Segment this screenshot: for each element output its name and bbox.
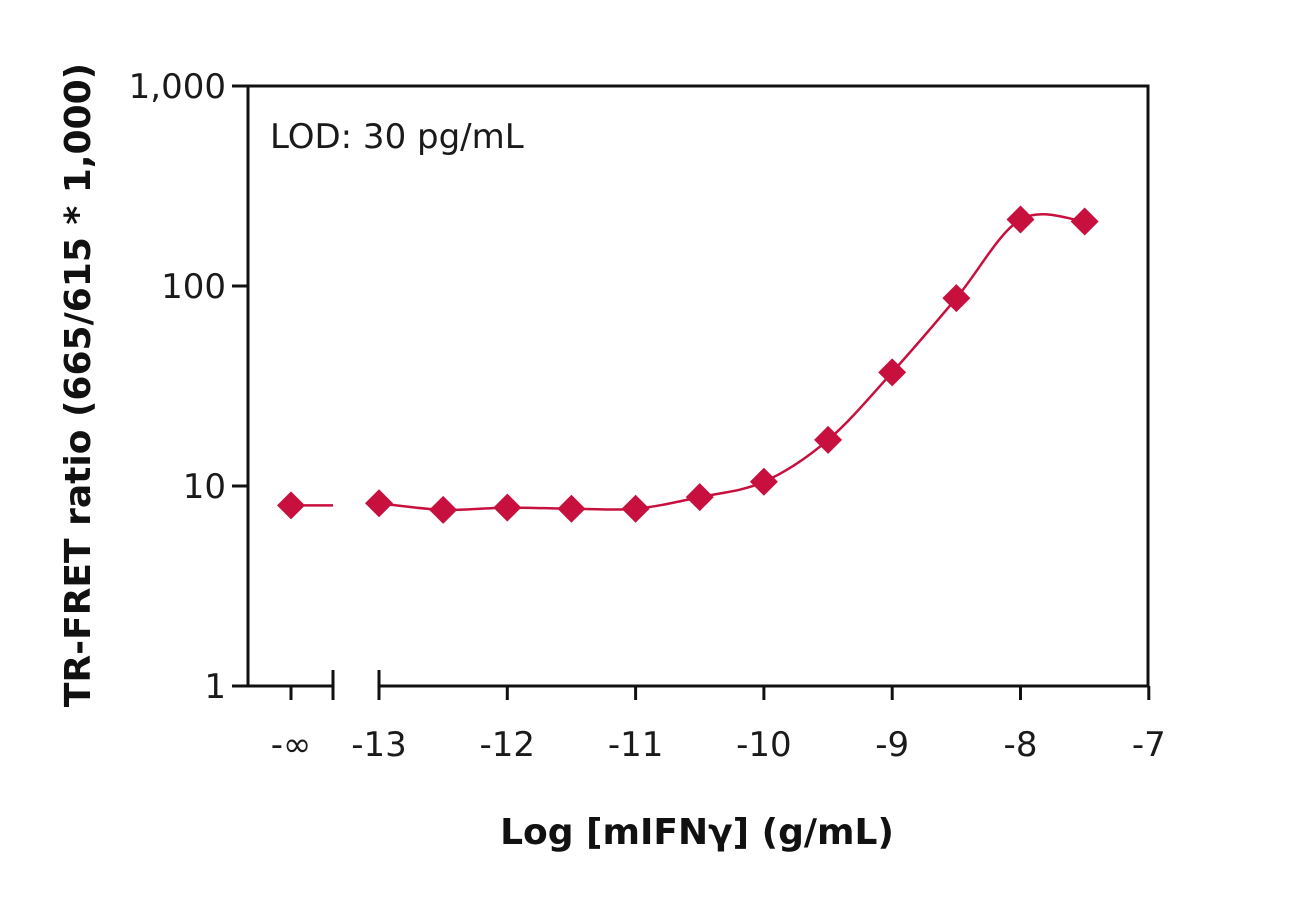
x-tick-label: -13: [351, 725, 407, 765]
fit-curve-layer: [291, 213, 1085, 512]
data-point: [749, 467, 778, 496]
x-axis-title: Log [mIFNγ] (g/mL): [500, 812, 894, 853]
x-tick-label: -11: [608, 725, 664, 765]
y-tick-label: 10: [183, 467, 226, 507]
data-point: [557, 494, 586, 523]
data-point: [1006, 205, 1035, 234]
x-tick-label: -7: [1132, 725, 1166, 765]
data-point: [429, 495, 458, 524]
x-tick-label: -10: [736, 725, 792, 765]
y-tick-label: 1: [204, 667, 226, 707]
x-tick-label: -12: [480, 725, 536, 765]
data-point: [814, 425, 843, 454]
data-point: [1070, 207, 1099, 236]
tick-labels: -∞ -13 -12 -11 -10 -9 -8 -7 1 10 100 1,000: [129, 67, 1166, 765]
data-point: [621, 494, 650, 523]
x-tick-label: -9: [875, 725, 909, 765]
data-point: [365, 489, 393, 518]
fit-curve: [378, 213, 1085, 512]
data-points: [277, 205, 1099, 524]
data-point: [277, 491, 305, 520]
y-tick-label: 100: [161, 267, 226, 307]
data-point: [942, 284, 971, 313]
y-tick-label: 1,000: [129, 67, 226, 107]
y-axis-title: TR-FRET ratio (665/615 * 1,000): [58, 63, 99, 707]
lod-annotation: LOD: 30 pg/mL: [270, 117, 524, 157]
axes: [232, 84, 1151, 700]
data-point: [493, 493, 522, 522]
data-point: [685, 483, 714, 512]
data-point: [878, 358, 907, 387]
plot-frame: [246, 84, 1150, 686]
x-tick-label: -8: [1004, 725, 1038, 765]
x-tick-label: -∞: [271, 725, 312, 765]
